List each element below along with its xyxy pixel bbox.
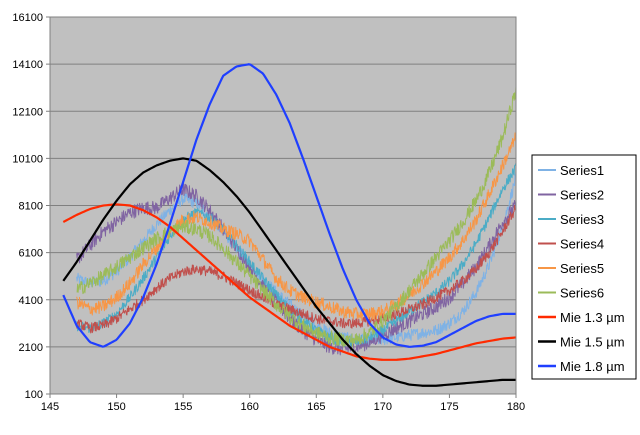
x-axis: 145 150 155 160 165 170 175 180	[41, 394, 525, 413]
series-line-5	[76, 132, 517, 321]
y-tick-label: 12100	[12, 106, 43, 118]
legend-label: Series3	[560, 212, 604, 227]
y-tick-label: 6100	[19, 248, 43, 260]
x-tick-label: 165	[307, 401, 325, 413]
y-axis: 100 2100 4100 6100 8100 10100 12100 14100 16100	[12, 12, 50, 401]
x-tick-label: 175	[440, 401, 458, 413]
x-tick-label: 150	[107, 401, 125, 413]
legend-label: Mie 1.5 µm	[560, 335, 625, 350]
legend: Series1 Series2 Series3 Series4 Series5 Serie…	[531, 154, 637, 380]
legend-label: Mie 1.3 µm	[560, 310, 625, 325]
x-tick-label: 170	[374, 401, 392, 413]
series-line-6	[76, 86, 517, 348]
y-tick-label: 10100	[12, 153, 43, 165]
series-line-2	[76, 182, 517, 356]
legend-label: Mie 1.8 µm	[560, 359, 625, 374]
series-line-7	[62, 203, 517, 361]
y-tick-label: 8100	[19, 201, 43, 213]
x-tick-label: 160	[241, 401, 259, 413]
x-tick-label: 180	[507, 401, 525, 413]
legend-label: Series6	[560, 286, 604, 301]
y-tick-label: 14100	[12, 59, 43, 71]
series-line-4	[76, 204, 517, 334]
series-line-8	[62, 157, 516, 387]
series-layer	[62, 63, 517, 387]
series-line-9	[62, 63, 516, 348]
legend-label: Series1	[560, 163, 604, 178]
x-tick-label: 155	[174, 401, 192, 413]
legend-label: Series4	[560, 237, 604, 252]
x-tick-label: 145	[41, 401, 59, 413]
y-tick-label: 4100	[19, 295, 43, 307]
y-tick-label: 2100	[19, 342, 43, 354]
legend-label: Series2	[560, 188, 604, 203]
y-tick-label: 16100	[12, 12, 43, 24]
legend-label: Series5	[560, 261, 604, 276]
y-tick-label: 100	[25, 389, 43, 401]
